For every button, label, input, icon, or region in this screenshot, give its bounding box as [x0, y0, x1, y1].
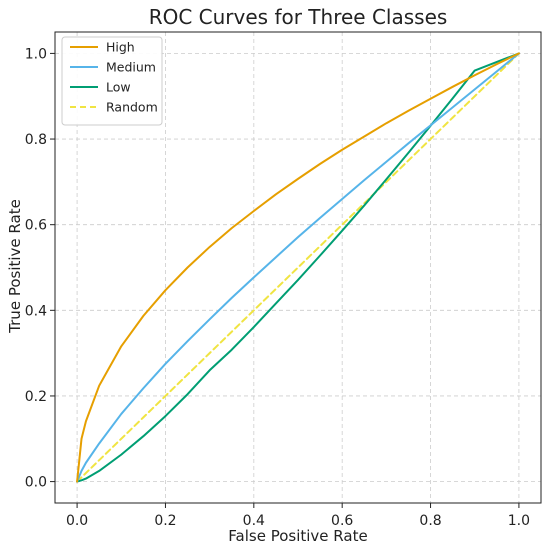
x-tick-label: 0.4 — [243, 513, 265, 529]
x-tick-label: 0.0 — [66, 513, 88, 529]
y-tick-label: 0.6 — [25, 218, 47, 234]
series-line-medium — [76, 52, 520, 483]
x-tick-label: 1.0 — [508, 513, 530, 529]
plot-frame — [54, 31, 542, 504]
y-tick-label: 0.4 — [25, 303, 47, 319]
y-axis-label: True Positive Rate — [6, 199, 24, 334]
legend-label-low: Low — [106, 80, 131, 95]
x-tick-label: 0.2 — [154, 513, 176, 529]
y-tick-label: 0.8 — [25, 132, 47, 148]
series-line-high — [76, 52, 520, 483]
series-line-random — [76, 52, 520, 483]
y-tick-label: 0.0 — [25, 475, 47, 491]
tick-group: 0.0 0.2 0.4 0.6 0.8 1.0 0.0 0.2 0.4 0.6 0.8 1.0 — [25, 46, 530, 529]
legend: High Medium Low Random — [61, 36, 163, 126]
chart-title: ROC Curves for Three Classes — [149, 5, 448, 29]
x-axis-label: False Positive Rate — [228, 527, 367, 545]
x-tick-label: 0.8 — [419, 513, 441, 529]
x-tick-label: 0.6 — [331, 513, 353, 529]
legend-label-high: High — [106, 40, 135, 55]
legend-box — [61, 36, 163, 126]
series-group — [76, 52, 520, 483]
legend-label-medium: Medium — [106, 60, 156, 75]
y-tick-label: 0.2 — [25, 389, 47, 405]
series-line-low — [76, 52, 520, 483]
legend-label-random: Random — [106, 100, 158, 115]
y-tick-label: 1.0 — [25, 46, 47, 62]
